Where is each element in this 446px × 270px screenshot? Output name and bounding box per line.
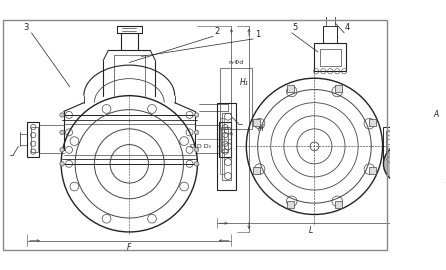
Bar bbox=[222, 113, 231, 180]
Text: n-Φd: n-Φd bbox=[228, 60, 244, 65]
Bar bbox=[27, 122, 39, 157]
Text: 1: 1 bbox=[255, 30, 260, 39]
Text: 5: 5 bbox=[293, 23, 298, 32]
Bar bbox=[220, 68, 252, 129]
Text: H: H bbox=[258, 124, 264, 133]
Bar bbox=[326, 15, 334, 26]
Bar bbox=[314, 43, 346, 71]
Bar bbox=[383, 127, 396, 166]
Bar bbox=[219, 122, 231, 157]
Text: 4: 4 bbox=[345, 23, 350, 32]
Bar bbox=[221, 127, 228, 151]
Bar bbox=[220, 119, 223, 174]
Bar bbox=[323, 26, 337, 43]
Circle shape bbox=[194, 113, 199, 117]
Circle shape bbox=[60, 130, 64, 134]
Bar bbox=[253, 167, 260, 174]
Text: A: A bbox=[433, 110, 438, 119]
Text: D D D₁: D D D₁ bbox=[190, 144, 211, 149]
Bar bbox=[31, 127, 37, 151]
Circle shape bbox=[396, 158, 409, 170]
Circle shape bbox=[60, 148, 64, 152]
Bar bbox=[335, 85, 342, 92]
Bar bbox=[287, 201, 294, 208]
Bar bbox=[369, 167, 376, 174]
Bar bbox=[335, 201, 342, 208]
Circle shape bbox=[194, 130, 199, 134]
Bar bbox=[253, 119, 260, 126]
Text: 2: 2 bbox=[214, 26, 219, 36]
Bar bbox=[287, 85, 294, 92]
Circle shape bbox=[60, 113, 64, 117]
Circle shape bbox=[60, 162, 64, 166]
Text: L: L bbox=[309, 226, 314, 235]
Bar bbox=[320, 49, 341, 66]
Text: 3: 3 bbox=[24, 23, 29, 32]
Bar bbox=[217, 103, 236, 190]
Bar bbox=[386, 131, 393, 162]
Text: H₁: H₁ bbox=[240, 78, 249, 87]
Circle shape bbox=[384, 145, 422, 183]
Bar bbox=[369, 119, 376, 126]
Circle shape bbox=[194, 148, 199, 152]
Circle shape bbox=[194, 162, 199, 166]
Text: F: F bbox=[127, 243, 132, 252]
